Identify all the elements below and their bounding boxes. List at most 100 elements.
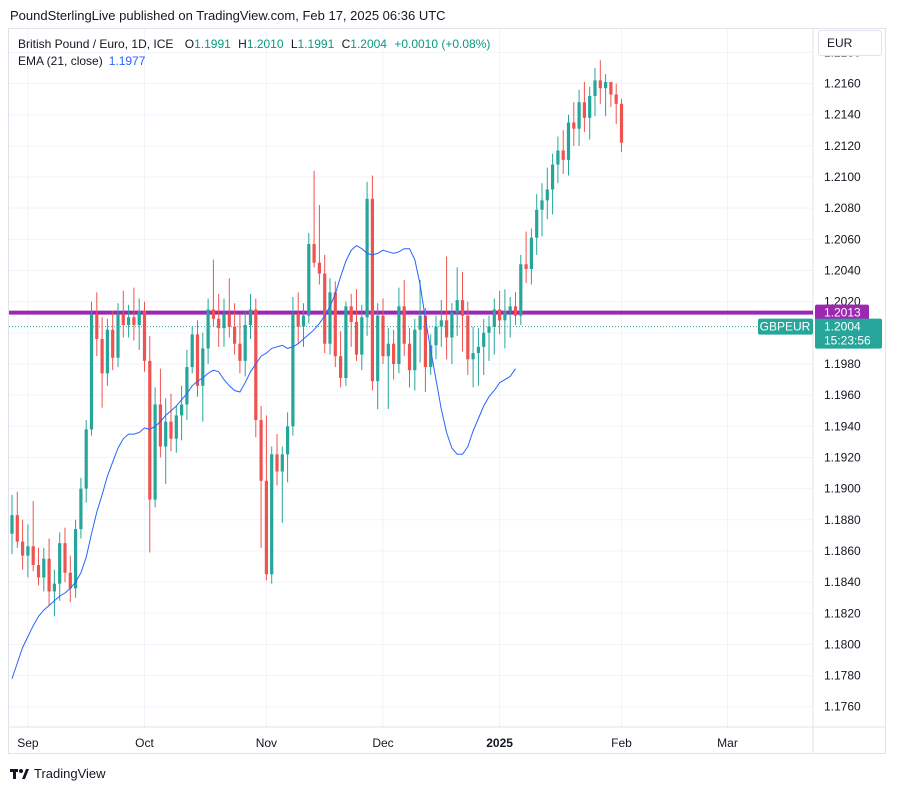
candle-body	[556, 150, 560, 165]
candle-body	[492, 309, 496, 327]
candle-body	[121, 314, 125, 326]
candle-body	[190, 334, 194, 368]
candle-body	[148, 360, 152, 500]
y-tick-label: 1.1880	[824, 513, 861, 527]
ema-label[interactable]: EMA (21, close)	[18, 54, 103, 68]
candle-body	[296, 314, 300, 327]
candle-body	[450, 312, 454, 338]
candle-body	[169, 421, 173, 439]
candle-body	[89, 314, 94, 430]
x-tick-label: 2025	[486, 736, 513, 750]
x-tick-label: Feb	[611, 736, 632, 750]
candle-body	[407, 343, 412, 371]
candle-body	[222, 314, 226, 329]
currency-selector[interactable]: EUR	[818, 30, 882, 56]
candle-body	[264, 480, 268, 575]
candle-body	[471, 353, 475, 360]
chart-frame	[8, 28, 886, 754]
candle-body	[519, 264, 523, 316]
high-value: 1.2010	[246, 37, 284, 51]
candle-body	[52, 583, 56, 592]
close-value: 1.2004	[350, 37, 387, 51]
y-tick-label: 1.2160	[824, 77, 861, 91]
y-tick-label: 1.2080	[824, 201, 861, 215]
candle-body	[233, 326, 237, 344]
candle-body	[307, 244, 311, 316]
candle-body	[413, 329, 417, 371]
candle-body	[31, 546, 35, 565]
change-value: +0.0010 (+0.08%)	[394, 37, 491, 51]
candle-body	[455, 300, 459, 313]
candle-body	[15, 515, 19, 542]
ema-row[interactable]: EMA (21, close) 1.1977	[18, 53, 490, 70]
candle-body	[566, 122, 571, 160]
y-tick-label: 1.2120	[824, 139, 861, 153]
last-price-tag	[815, 318, 882, 349]
x-tick-label: Mar	[717, 736, 738, 750]
x-tick-label: Oct	[135, 736, 154, 750]
ohlc-row[interactable]: British Pound / Euro, 1D, ICE O1.1991 H1…	[18, 37, 491, 51]
candle-body	[164, 421, 168, 447]
candle-body	[47, 558, 51, 592]
y-tick-label: 1.2040	[824, 263, 861, 277]
x-tick-label: Sep	[17, 736, 39, 750]
candle-body	[211, 309, 215, 319]
candle-body	[180, 404, 184, 416]
candle-body	[111, 329, 115, 358]
candle-body	[487, 326, 491, 333]
y-tick-label: 1.2140	[824, 108, 861, 122]
candle-body	[270, 454, 274, 575]
candle-body	[36, 564, 41, 578]
ema-line	[11, 244, 516, 679]
candle-body	[508, 306, 512, 312]
candle-body	[248, 309, 253, 326]
candle-body	[84, 429, 88, 489]
symbol-tag	[758, 318, 813, 335]
candle-body	[291, 314, 295, 427]
chart-legend: British Pound / Euro, 1D, ICE O1.1991 H1…	[18, 36, 490, 70]
candle-body	[588, 95, 592, 118]
candle-body	[328, 292, 332, 344]
candle-body	[423, 315, 427, 368]
candle-body	[317, 262, 321, 274]
candle-body	[540, 200, 544, 210]
candle-body	[339, 356, 343, 378]
candle-body	[360, 317, 364, 355]
candle-body	[513, 306, 518, 316]
published-line: PoundSterlingLive published on TradingVi…	[10, 8, 446, 23]
candle-body	[561, 150, 565, 160]
candle-body	[370, 198, 374, 382]
y-tick-label: 1.1900	[824, 482, 861, 496]
candle-body	[604, 81, 608, 89]
candle-body	[105, 329, 109, 374]
candle-body	[445, 320, 449, 338]
candle-body	[466, 315, 470, 360]
y-tick-label: 1.1840	[824, 575, 861, 589]
candle-body	[95, 314, 99, 340]
candle-body	[609, 81, 613, 95]
candle-body	[429, 345, 433, 368]
candle-body	[582, 102, 586, 118]
y-tick-label: 1.1860	[824, 544, 861, 558]
candle-body	[323, 273, 327, 344]
y-tick-label: 1.1960	[824, 388, 861, 402]
candle-body	[333, 292, 337, 357]
candle-body	[344, 306, 348, 378]
candle-body	[238, 343, 242, 361]
candle-body	[21, 541, 25, 556]
candle-body	[227, 314, 231, 327]
candle-body	[137, 311, 141, 326]
footer-brand: TradingView	[10, 766, 106, 781]
symbol-tag-label: GBPEUR	[760, 320, 811, 334]
symbol-title[interactable]: British Pound / Euro, 1D, ICE	[18, 37, 174, 51]
candle-body	[434, 326, 438, 346]
y-tick-label: 1.1820	[824, 606, 861, 620]
x-tick-label: Dec	[372, 736, 393, 750]
candle-body	[545, 189, 549, 201]
x-tick-label: Nov	[256, 736, 277, 750]
y-tick-label: 1.1940	[824, 419, 861, 433]
candle-body	[460, 300, 465, 316]
candle-body	[127, 317, 131, 326]
countdown-label: 15:23:56	[824, 334, 871, 348]
